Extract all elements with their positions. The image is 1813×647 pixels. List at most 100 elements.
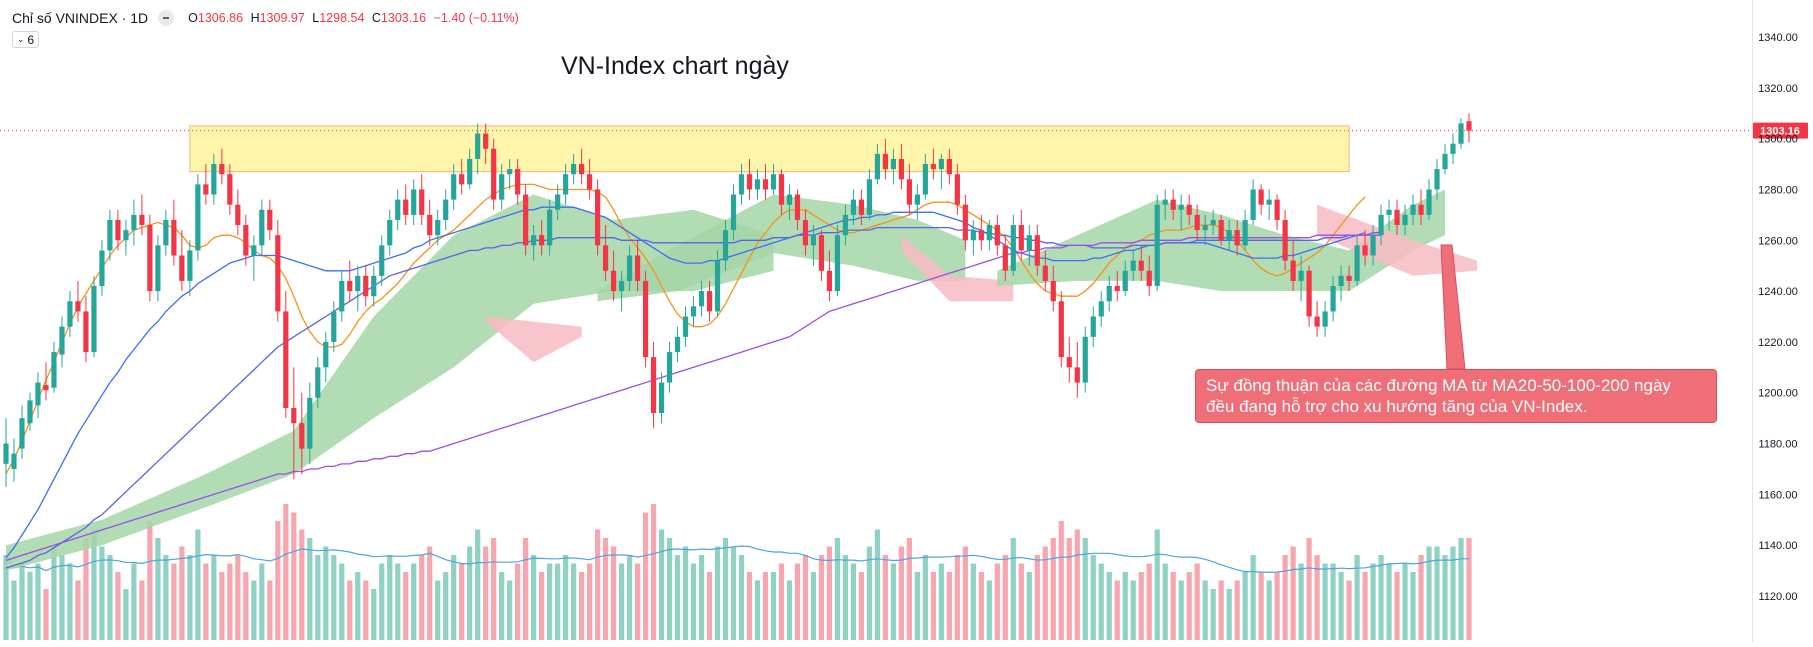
candle-body bbox=[738, 174, 745, 195]
candle-body bbox=[1162, 199, 1168, 205]
candle bbox=[483, 123, 489, 165]
candle bbox=[227, 164, 233, 215]
y-tick-label: 1340.00 bbox=[1758, 32, 1798, 44]
candle bbox=[594, 179, 601, 256]
volume-bar bbox=[35, 563, 41, 640]
volume-bar bbox=[1386, 563, 1392, 640]
candle-body bbox=[1266, 199, 1272, 205]
candle-body bbox=[155, 245, 161, 292]
more-options-icon[interactable] bbox=[158, 10, 175, 26]
candle bbox=[1026, 225, 1032, 266]
volume-bar bbox=[1106, 572, 1112, 640]
candle-body bbox=[978, 230, 984, 241]
candle-body bbox=[834, 235, 841, 292]
high-value: 1309.97 bbox=[259, 11, 305, 25]
candle bbox=[195, 174, 201, 261]
candle-body bbox=[443, 199, 449, 220]
candle-body bbox=[1282, 219, 1288, 261]
candle bbox=[1050, 265, 1056, 312]
candle-body bbox=[211, 164, 217, 195]
candle-body bbox=[650, 357, 657, 414]
candle-body bbox=[475, 133, 481, 159]
candle-body bbox=[1274, 199, 1280, 220]
volume-bar bbox=[1322, 563, 1328, 640]
candle-body bbox=[355, 275, 361, 292]
candle bbox=[874, 143, 881, 185]
volume-bar bbox=[427, 546, 433, 640]
volume-bar bbox=[754, 580, 761, 640]
volume-bar bbox=[1034, 555, 1040, 640]
low-label: L bbox=[312, 11, 320, 25]
candle-body bbox=[634, 255, 641, 281]
candle-body bbox=[626, 255, 633, 281]
candle bbox=[1234, 219, 1240, 256]
volume-bar bbox=[1458, 538, 1464, 640]
volume-bar bbox=[107, 555, 113, 640]
volume-bar bbox=[387, 555, 393, 640]
volume-bar bbox=[778, 563, 785, 640]
indicators-toggle-button[interactable]: ⌄ 6 bbox=[12, 31, 39, 48]
chart-title-annotation[interactable]: VN-Index chart ngày bbox=[561, 52, 789, 80]
candle-body bbox=[1098, 301, 1104, 317]
candle-body bbox=[994, 225, 1000, 246]
volume-bar bbox=[802, 555, 809, 640]
y-tick-label: 1160.00 bbox=[1759, 489, 1798, 501]
candle-body bbox=[115, 219, 121, 241]
volume-bar bbox=[610, 546, 617, 640]
candle bbox=[51, 341, 57, 393]
volume-bar bbox=[507, 580, 513, 640]
cloud-bearish bbox=[1317, 204, 1477, 276]
volume-bar bbox=[547, 563, 553, 640]
candle-body bbox=[307, 397, 313, 449]
price-axis-border bbox=[1752, 0, 1753, 642]
candle bbox=[179, 230, 185, 292]
candle-body bbox=[91, 286, 97, 353]
candle bbox=[1322, 301, 1328, 337]
candle bbox=[1338, 265, 1344, 302]
candle-body bbox=[323, 341, 329, 368]
candle bbox=[762, 164, 769, 200]
candle bbox=[323, 331, 329, 383]
candle bbox=[1346, 265, 1352, 292]
volume-bar bbox=[818, 555, 825, 640]
candle bbox=[930, 148, 936, 180]
candle bbox=[203, 164, 209, 205]
candle-body bbox=[1002, 245, 1008, 271]
volume-bar bbox=[850, 563, 857, 640]
candle bbox=[714, 250, 721, 317]
candle bbox=[507, 158, 513, 190]
volume-bar bbox=[594, 529, 601, 640]
candle bbox=[1402, 204, 1408, 236]
candle-body bbox=[1154, 204, 1160, 287]
candle bbox=[235, 189, 241, 236]
candle bbox=[539, 219, 545, 256]
close-value: 1303.16 bbox=[380, 11, 427, 25]
candle bbox=[555, 184, 561, 220]
candle-body bbox=[842, 214, 849, 236]
candle-body bbox=[1058, 301, 1064, 358]
candle bbox=[315, 357, 321, 408]
candle bbox=[155, 235, 161, 302]
candle-body bbox=[1074, 367, 1080, 383]
candle-body bbox=[11, 453, 17, 469]
volume-bar bbox=[1282, 555, 1288, 640]
volume-bar bbox=[587, 563, 593, 640]
volume-bar bbox=[874, 529, 881, 640]
candle-body bbox=[1290, 260, 1296, 281]
volume-bar bbox=[730, 546, 737, 640]
symbol-title[interactable]: Chỉ số VNINDEX · 1D bbox=[12, 10, 149, 26]
candle-body bbox=[139, 214, 145, 226]
volume-bar bbox=[571, 563, 577, 640]
volume-bar bbox=[1018, 563, 1024, 640]
candle-body bbox=[714, 260, 721, 312]
volume-bar bbox=[602, 538, 609, 640]
candle bbox=[1290, 240, 1296, 292]
volume-bar bbox=[1442, 555, 1448, 640]
volume-bar bbox=[674, 555, 681, 640]
candle bbox=[59, 316, 65, 368]
candle bbox=[1250, 179, 1256, 226]
candle bbox=[1146, 255, 1152, 297]
callout-annotation[interactable]: Sự đồng thuận của các đường MA từ MA20-5… bbox=[1195, 369, 1717, 423]
